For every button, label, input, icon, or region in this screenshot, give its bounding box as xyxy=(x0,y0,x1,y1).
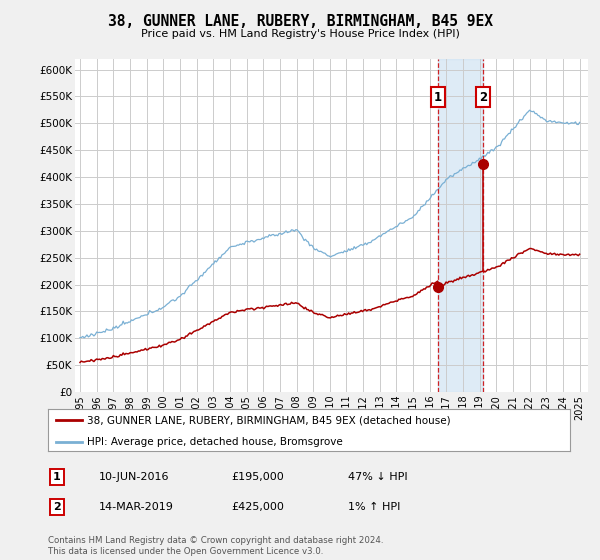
Text: £195,000: £195,000 xyxy=(231,472,284,482)
Text: 1: 1 xyxy=(53,472,61,482)
Text: 10-JUN-2016: 10-JUN-2016 xyxy=(99,472,170,482)
Text: 38, GUNNER LANE, RUBERY, BIRMINGHAM, B45 9EX (detached house): 38, GUNNER LANE, RUBERY, BIRMINGHAM, B45… xyxy=(87,415,451,425)
Text: Price paid vs. HM Land Registry's House Price Index (HPI): Price paid vs. HM Land Registry's House … xyxy=(140,29,460,39)
Text: £425,000: £425,000 xyxy=(231,502,284,512)
Text: 1: 1 xyxy=(434,91,442,104)
Text: 2: 2 xyxy=(53,502,61,512)
Text: 1% ↑ HPI: 1% ↑ HPI xyxy=(348,502,400,512)
Text: 47% ↓ HPI: 47% ↓ HPI xyxy=(348,472,407,482)
Bar xyxy=(438,59,483,392)
Text: HPI: Average price, detached house, Bromsgrove: HPI: Average price, detached house, Brom… xyxy=(87,437,343,446)
Text: 14-MAR-2019: 14-MAR-2019 xyxy=(99,502,174,512)
Text: Contains HM Land Registry data © Crown copyright and database right 2024.
This d: Contains HM Land Registry data © Crown c… xyxy=(48,536,383,556)
Text: 2: 2 xyxy=(479,91,487,104)
Text: 38, GUNNER LANE, RUBERY, BIRMINGHAM, B45 9EX: 38, GUNNER LANE, RUBERY, BIRMINGHAM, B45… xyxy=(107,14,493,29)
